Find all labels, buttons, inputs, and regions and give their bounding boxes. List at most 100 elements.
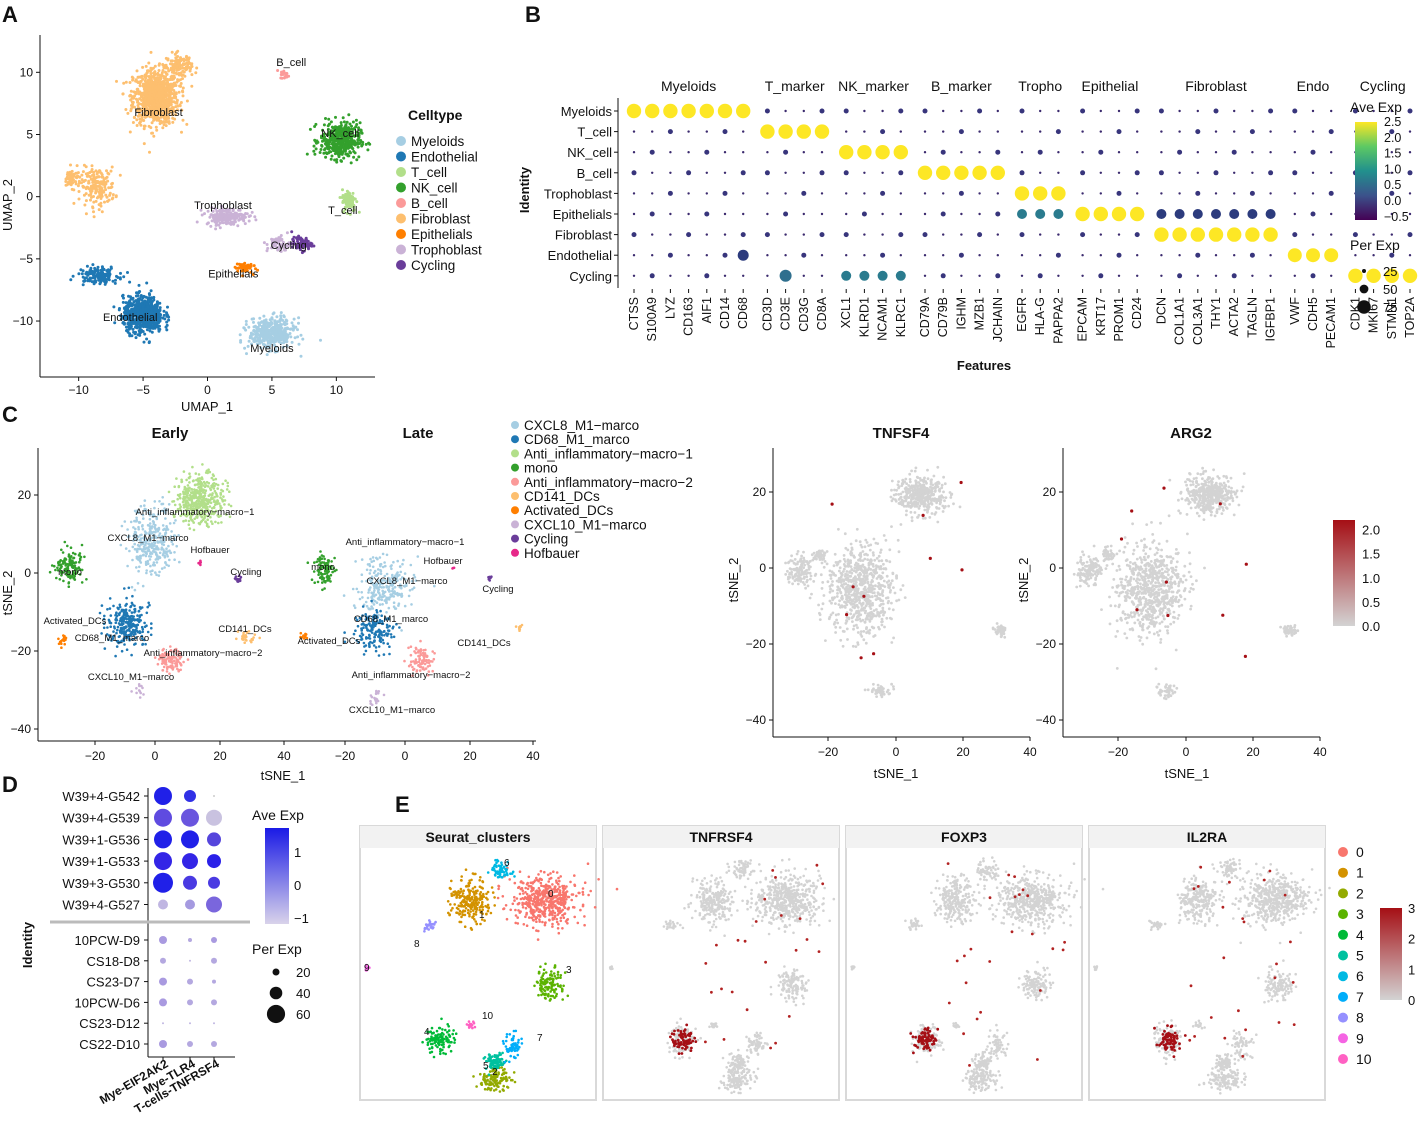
umap-point-myeloids [242,326,246,330]
umap-point-fibroblast [110,185,114,189]
umap-point-myeloids [266,337,269,341]
early-tsne-point [210,496,213,499]
dotplot-dot [1177,149,1183,155]
dotplot-dot [960,274,963,277]
early-tsne-point [214,477,218,481]
dotplot-dot [1249,129,1255,135]
early-title: Early [152,425,189,442]
dotplot-dot [1039,254,1042,257]
early-tsne-point [188,481,191,484]
umap-point-fibroblast [147,88,151,92]
umap-point-myeloids [248,334,252,338]
umap-point-trophoblast [247,215,251,218]
early-tsne-point [137,569,140,573]
umap-point-fibroblast [77,197,81,201]
dotplot-dot [796,124,811,139]
umap-point-myeloids [271,327,275,331]
early-tsne-point [225,488,229,491]
umap-point-fibroblast [124,80,128,84]
early-tsne-point [106,608,109,611]
dotplot-dot [1196,274,1200,277]
umap-point-fibroblast [146,69,150,73]
umap-point-fibroblast [144,101,148,105]
umap-point-endothelial [141,305,145,308]
dotplot-dot [845,192,848,195]
dotplot-dot [686,232,692,238]
umap-point-nk-cell [357,155,361,159]
umap-point-fibroblast [149,50,153,54]
tsne-early-late-panel: Early Late Anti_inflammatory−macro−1CXCL… [0,418,693,783]
umap-point-endothelial [147,341,151,345]
umap-point-b-cell [281,71,285,75]
umap-point-fibroblast [91,205,95,209]
dotplot-dot [1136,274,1139,277]
umap-point-fibroblast [129,109,133,113]
umap-point-fibroblast [110,165,114,169]
early-tsne-point [155,561,159,564]
early-tsne-point [192,479,195,482]
umap-point-cycling [309,244,313,248]
dotplot-dot [820,254,824,257]
early-tsne-point [207,481,211,485]
early-tsne-point [190,503,193,507]
umap-point-fibroblast [81,170,85,174]
dotplot-dot [626,103,642,119]
umap-x-tick-label: −10 [68,383,89,397]
dotplot-dot [742,274,745,277]
umap-point-fibroblast [71,175,74,179]
early-tsne-point [161,496,164,499]
umap-point-endothelial [146,305,150,309]
dotplot-dot [1249,252,1255,258]
dotplot-dot [1117,274,1121,277]
dotplot-gene-label: PECAM1 [1324,297,1338,348]
dotplot-dot [1039,171,1042,174]
dotplot-dot [1390,233,1394,236]
umap-point-endothelial [148,293,152,297]
umap-point-myeloids [296,335,300,339]
early-tsne-point [182,503,186,507]
umap-point-myeloids [291,328,295,332]
umap-point-myeloids [258,316,262,320]
umap-point-nk-cell [326,124,330,128]
early-tsne-point [220,521,223,524]
early-tsne-point [155,545,159,548]
dotplot-dot [940,149,946,155]
dotplot-dot [802,233,805,236]
umap-point-nk-cell [339,121,343,125]
umap-point-endothelial [114,278,117,282]
dotplot-gene-label: S100A9 [645,297,659,342]
umap-point-fibroblast [159,75,163,79]
umap-point-trophoblast [232,215,236,219]
umap-point-t-cell [357,210,361,214]
dotplot-dot [1178,254,1181,257]
early-tsne-point [223,503,226,506]
umap-point-fibroblast [177,73,181,77]
umap-y-label: UMAP_2 [0,179,15,231]
umap-point-fibroblast [176,60,180,64]
umap-point-nk-cell [319,148,323,151]
umap-point-fibroblast [84,165,88,169]
dotplot-dot [923,212,927,216]
dotplot-dot [978,212,981,216]
umap-point-fibroblast [139,93,143,97]
dotplot-dot [1117,233,1121,236]
umap-point-myeloids [284,318,288,322]
umap-point-endothelial [131,327,135,331]
dotplot-dot [843,170,849,176]
umap-point-fibroblast [144,64,148,68]
dotplot-dot [978,254,981,257]
umap-point-cycling [290,230,294,234]
early-tsne-point [176,497,179,501]
dotplot-dot [645,103,660,119]
umap-point-fibroblast [136,75,140,79]
umap-point-endothelial [121,300,125,304]
umap-cluster-label: B_cell [276,57,306,69]
early-tsne-point [120,622,124,625]
umap-point-epithelials [249,262,253,266]
early-tsne-point [138,615,141,619]
umap-point-fibroblast [89,189,92,193]
early-tsne-point [163,527,166,531]
early-tsne-point [137,525,140,529]
umap-point-fibroblast [164,82,168,86]
umap-point-fibroblast [90,185,94,189]
